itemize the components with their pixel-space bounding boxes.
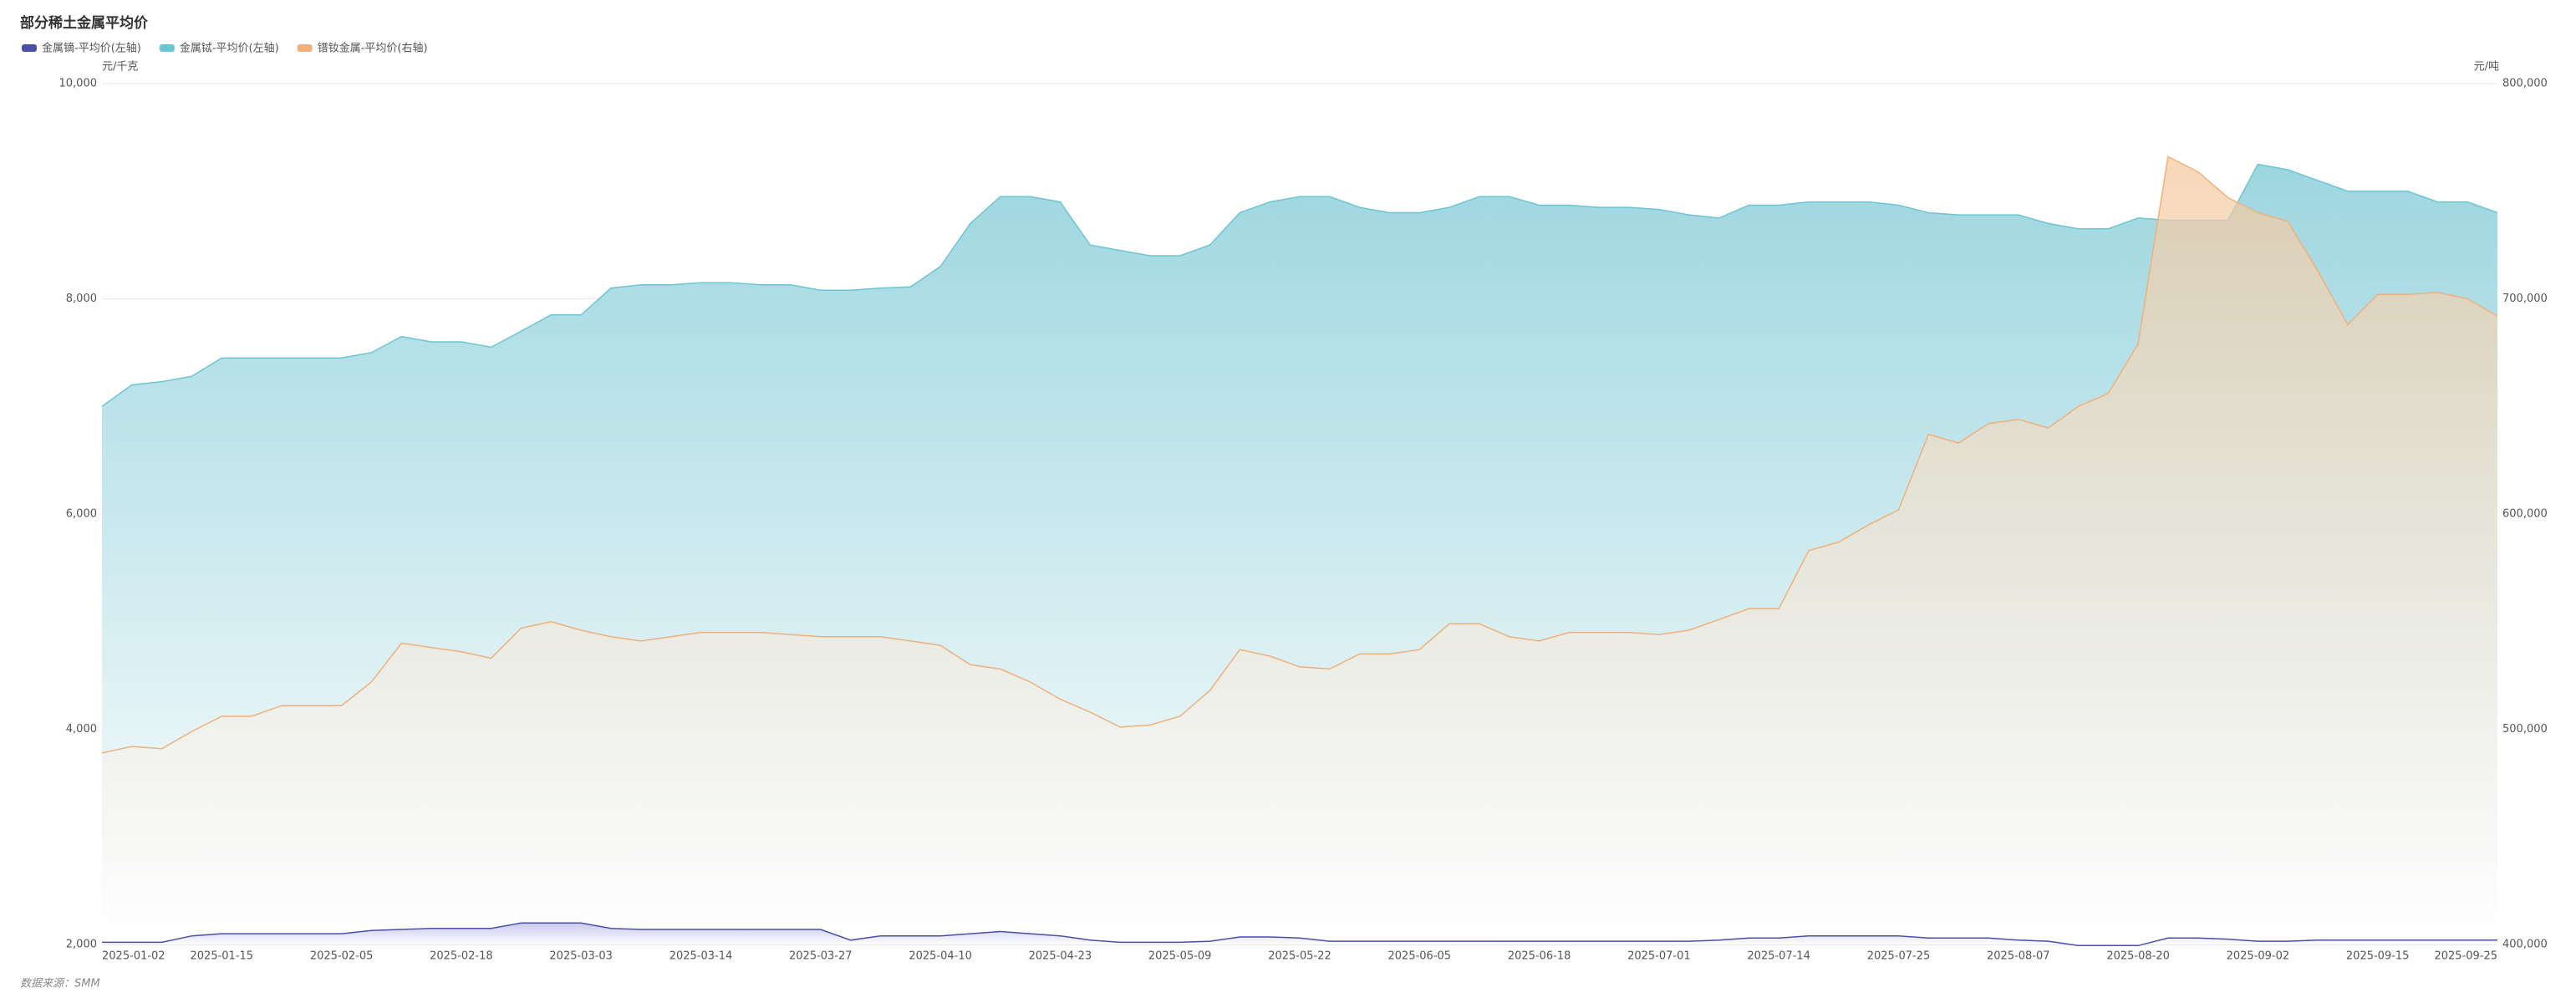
x-tick-label: 2025-06-05: [1388, 950, 1452, 963]
chart-title: 部分稀土金属平均价: [20, 14, 149, 32]
y-tick-label: 8,000: [66, 293, 97, 305]
x-tick-label: 2025-02-18: [430, 950, 493, 963]
x-tick-label: 2025-08-20: [2106, 950, 2170, 963]
y2-tick-label: 700,000: [2502, 293, 2548, 305]
legend-label: 金属镝-平均价(左轴): [42, 42, 141, 55]
y-tick-label: 10,000: [59, 78, 98, 90]
x-tick-label: 2025-06-18: [1508, 950, 1571, 963]
x-tick-label: 2025-02-05: [310, 950, 374, 963]
y2-tick-label: 800,000: [2502, 78, 2548, 90]
y2-tick-label: 400,000: [2502, 939, 2548, 951]
x-tick-label: 2025-08-07: [1987, 950, 2050, 963]
x-tick-label: 2025-07-25: [1867, 950, 1931, 963]
y2-tick-label: 600,000: [2502, 508, 2548, 521]
series-line: [101, 163, 2498, 407]
x-tick-label: 2025-07-01: [1627, 950, 1691, 963]
y-tick-label: 2,000: [66, 939, 97, 951]
x-tick-label: 2025-01-15: [191, 950, 254, 963]
legend-swatch: [297, 44, 313, 52]
x-tick-label: 2025-05-22: [1268, 950, 1331, 963]
source: 数据来源：SMM: [20, 978, 100, 990]
x-tick-label: 2025-03-27: [789, 950, 853, 963]
x-tick-label: 2025-01-02: [102, 950, 165, 963]
series-area: [102, 156, 2497, 944]
x-tick-label: 2025-03-14: [669, 950, 733, 963]
series-line: [101, 155, 2498, 754]
x-tick-label: 2025-05-09: [1148, 950, 1212, 963]
x-tick-label: 2025-09-25: [2434, 950, 2497, 963]
x-tick-label: 2025-09-15: [2346, 950, 2410, 963]
series-area: [102, 923, 2497, 946]
y2-unit: 元/吨: [2474, 61, 2499, 74]
y2-tick-label: 500,000: [2502, 723, 2548, 736]
series-line: [102, 922, 2497, 947]
x-tick-label: 2025-07-14: [1747, 950, 1810, 963]
x-tick-label: 2025-09-02: [2227, 950, 2290, 963]
x-tick-label: 2025-04-23: [1029, 950, 1092, 963]
legend-swatch: [22, 44, 37, 52]
legend-label: 金属铽-平均价(左轴): [180, 42, 279, 55]
y-unit: 元/千克: [102, 61, 138, 74]
legend-swatch: [159, 44, 175, 52]
legend-label: 镨钕金属-平均价(右轴): [318, 42, 428, 55]
x-tick-label: 2025-03-03: [549, 950, 613, 963]
y-tick-label: 6,000: [66, 508, 97, 521]
x-tick-label: 2025-04-10: [909, 950, 972, 963]
y-tick-label: 4,000: [66, 723, 97, 736]
